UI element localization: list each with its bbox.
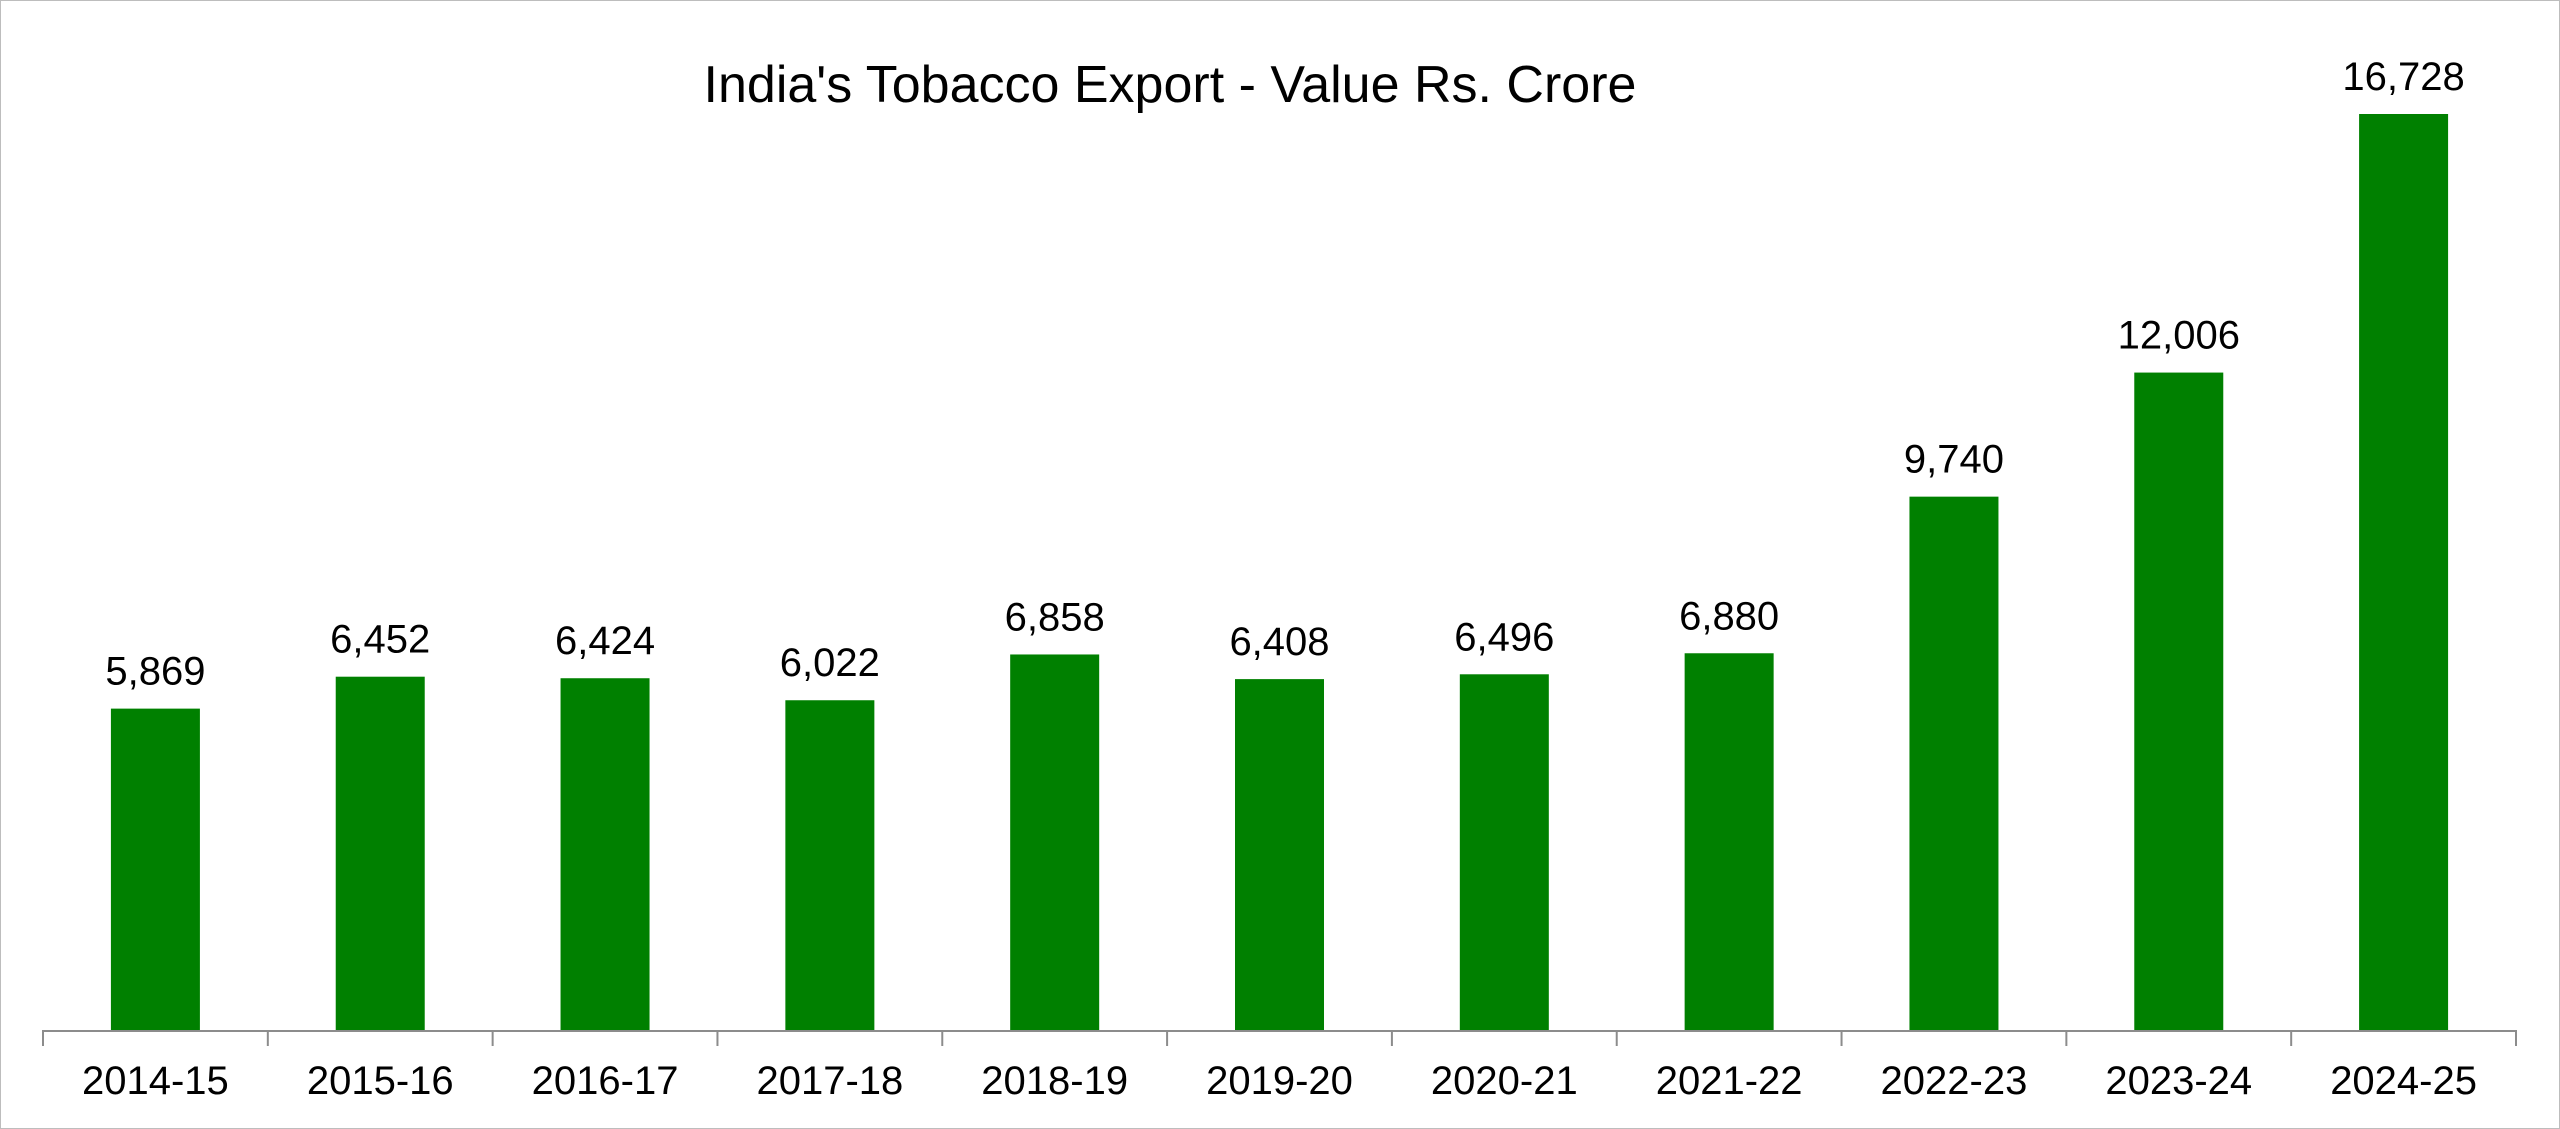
data-label-2016-17: 6,424 (555, 619, 655, 663)
x-tick-label-2021-22: 2021-22 (1656, 1059, 1803, 1103)
data-label-2024-25: 16,728 (2342, 55, 2464, 99)
bar-2019-20 (1235, 679, 1324, 1030)
x-tick-label-2019-20: 2019-20 (1206, 1059, 1353, 1103)
chart-title: India's Tobacco Export - Value Rs. Crore (704, 56, 1637, 114)
x-tick-label-2015-16: 2015-16 (307, 1059, 454, 1103)
data-label-2017-18: 6,022 (780, 641, 880, 685)
data-label-2021-22: 6,880 (1679, 594, 1779, 638)
x-tick-group (42, 1030, 2517, 1046)
x-tick-label-2024-25: 2024-25 (2330, 1059, 2477, 1103)
data-label-2020-21: 6,496 (1454, 615, 1554, 659)
bar-2014-15 (110, 708, 200, 1030)
bar-2022-23 (1909, 496, 1999, 1030)
x-tick-label-2016-17: 2016-17 (532, 1059, 679, 1103)
data-label-2015-16: 6,452 (330, 618, 430, 662)
bar-2021-22 (1684, 653, 1774, 1030)
bar-2015-16 (335, 676, 425, 1030)
bar-2024-25 (2359, 114, 2449, 1030)
data-label-2019-20: 6,408 (1229, 620, 1329, 664)
x-tick-label-2018-19: 2018-19 (981, 1059, 1128, 1103)
x-tick-label-2014-15: 2014-15 (82, 1059, 229, 1103)
x-tick-label-2020-21: 2020-21 (1431, 1059, 1578, 1103)
bar-2020-21 (1459, 674, 1549, 1030)
data-label-2018-19: 6,858 (1005, 595, 1105, 639)
bar-2016-17 (560, 678, 650, 1030)
x-tick-label-2023-24: 2023-24 (2105, 1059, 2252, 1103)
x-tick-label-2022-23: 2022-23 (1881, 1059, 2028, 1103)
bar-2017-18 (785, 700, 875, 1030)
data-label-2014-15: 5,869 (105, 650, 205, 694)
x-tick-label-group: 2014-15 2015-16 2016-17 2017-18 2018-19 2019-… (82, 1059, 2477, 1103)
bar-2023-24 (2134, 372, 2224, 1030)
data-label-2023-24: 12,006 (2118, 314, 2240, 358)
bar-2018-19 (1010, 654, 1100, 1030)
data-label-group: 5,869 6,452 6,424 6,022 6,858 6,408 6,496 6,880… (105, 55, 2464, 694)
bar-group (110, 114, 2449, 1030)
x-tick-label-2017-18: 2017-18 (756, 1059, 903, 1103)
data-label-2022-23: 9,740 (1904, 438, 2004, 482)
